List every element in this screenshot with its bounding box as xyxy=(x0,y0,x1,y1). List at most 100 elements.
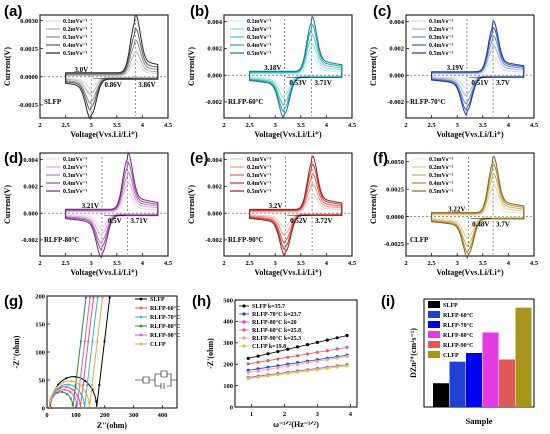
legend-label: 0.1mVs⁻¹ xyxy=(63,157,87,163)
sample-label: RLFP-90°C xyxy=(228,236,263,244)
legend-marker xyxy=(139,306,143,310)
panel-label: (e) xyxy=(190,150,208,167)
nyquist-point xyxy=(84,379,87,382)
x-tick-label: 200 xyxy=(100,412,110,419)
y-tick-label: 0.002 xyxy=(207,184,222,191)
x-tick-label: 4.5 xyxy=(164,122,173,129)
nyquist-point xyxy=(75,403,78,406)
data-point xyxy=(305,352,310,356)
nyquist-point xyxy=(50,395,53,399)
plot-frame xyxy=(46,295,178,409)
red-potential-label: 3.0V xyxy=(74,66,88,74)
legend-label: 0.5mVs⁻¹ xyxy=(247,189,271,195)
x-tick-label: 0 xyxy=(45,412,48,419)
x-tick-label: 3 xyxy=(274,260,278,267)
nyquist-point xyxy=(98,383,101,387)
data-point xyxy=(256,367,260,371)
delta-v-label: 0.51V xyxy=(471,79,488,87)
legend-label: SLFP k=35.7 xyxy=(252,304,285,310)
y-tick-label: 0.0015 xyxy=(20,46,39,53)
legend-marker xyxy=(139,342,143,346)
legend-label: CLFP xyxy=(443,353,459,359)
legend-marker xyxy=(242,336,246,340)
legend-label: 0.1mVs⁻¹ xyxy=(247,19,271,25)
legend-marker xyxy=(242,320,246,324)
y-axis-title: Current(V) xyxy=(3,47,12,86)
cv-curve xyxy=(431,20,525,116)
nyquist-point xyxy=(83,402,86,405)
plot-frame xyxy=(223,152,353,257)
sample-label: RLFP-60°C xyxy=(228,98,263,106)
legend-label: SLFP xyxy=(150,297,165,303)
y-tick-label: 0.0025 xyxy=(386,186,405,193)
nyquist-point xyxy=(101,296,104,299)
y-tick-label: 0.004 xyxy=(207,19,222,26)
x-tick-label: 3.5 xyxy=(113,122,122,129)
data-point xyxy=(256,354,260,358)
ox-potential-label: 3.71V xyxy=(315,79,332,87)
ox-potential-label: 3.7V xyxy=(496,79,510,87)
legend-marker xyxy=(139,297,143,301)
legend-label: RLFP-60°C xyxy=(150,305,180,312)
y-tick-label: 0.000 xyxy=(23,210,38,217)
x-tick-label: 2 xyxy=(222,122,225,129)
data-point xyxy=(325,349,329,353)
data-point xyxy=(305,343,310,347)
data-point xyxy=(345,345,349,349)
data-point xyxy=(246,362,250,366)
legend-label: 0.3mVs⁻¹ xyxy=(247,173,271,179)
data-point xyxy=(296,354,300,358)
plot-frame xyxy=(39,152,169,257)
data-point xyxy=(256,369,260,373)
nyquist-point xyxy=(96,296,99,299)
x-tick-label: 3.5 xyxy=(297,122,306,129)
cv-curve xyxy=(249,15,343,120)
plot-frame xyxy=(223,14,353,119)
cv-curve xyxy=(65,14,159,121)
data-point xyxy=(305,369,310,373)
ox-potential-label: 3.71V xyxy=(131,217,148,225)
x-tick-label: 2.5 xyxy=(62,122,71,129)
y-tick-label: 400 xyxy=(223,319,233,326)
data-point xyxy=(325,338,329,342)
x-tick-label: 2 xyxy=(38,122,41,129)
y-tick-label: 0.000 xyxy=(207,210,222,217)
data-point xyxy=(296,362,300,367)
legend-label: RLFP-90°C k=25.3 xyxy=(252,335,301,342)
bar xyxy=(499,359,515,407)
x-tick-label: 4.5 xyxy=(348,122,357,129)
y-tick-label: -0.002 xyxy=(205,237,222,244)
legend-label: CLFP xyxy=(150,342,166,348)
data-point xyxy=(266,367,270,371)
x-axis-title: Voltage(Vvs.Li/Li⁺) xyxy=(436,130,504,139)
nyquist-point xyxy=(83,340,86,343)
nyquist-point xyxy=(63,388,66,391)
y-tick-label: 0.002 xyxy=(23,184,38,191)
x-tick-label: 2.5 xyxy=(428,122,437,129)
x-tick-label: 3 xyxy=(274,122,278,129)
x-axis-title: Z''(ohm) xyxy=(97,421,128,430)
x-tick-label: 4.5 xyxy=(164,260,173,267)
nyquist-point xyxy=(91,340,94,343)
x-tick-label: 3 xyxy=(456,122,460,129)
x-tick-label: 4.5 xyxy=(530,260,539,267)
legend-marker xyxy=(139,315,143,319)
y-tick-label: 0 xyxy=(42,405,45,412)
nyquist-point xyxy=(91,383,94,387)
data-point xyxy=(325,358,329,362)
data-point xyxy=(335,365,339,369)
y-tick-label: 100 xyxy=(223,383,233,390)
cv-curve xyxy=(249,155,343,257)
y-tick-label: 0.0050 xyxy=(386,159,404,166)
legend-label: RLFP-80°C xyxy=(443,332,473,339)
cv-panel: (e) 2 2.5 3 3.5 4 4.5 0.004 0.002 0.000 -0.002 Volt… xyxy=(187,150,357,277)
y-tick-label: 150 xyxy=(35,321,45,328)
legend-label: 0.1mVs⁻¹ xyxy=(429,19,453,25)
x-axis-title: Voltage(Vvs.Li/Li⁺) xyxy=(70,268,138,277)
legend-label: RLFP-70°C xyxy=(150,314,180,321)
nyquist-panel: (g) 0 100 200 300 400 0 50 100 150 200 Z''(ohm) -Z''… xyxy=(4,293,180,430)
x-tick-label: 400 xyxy=(158,412,168,419)
bar xyxy=(433,383,449,407)
legend-label: 0.4mVs⁻¹ xyxy=(63,181,87,187)
